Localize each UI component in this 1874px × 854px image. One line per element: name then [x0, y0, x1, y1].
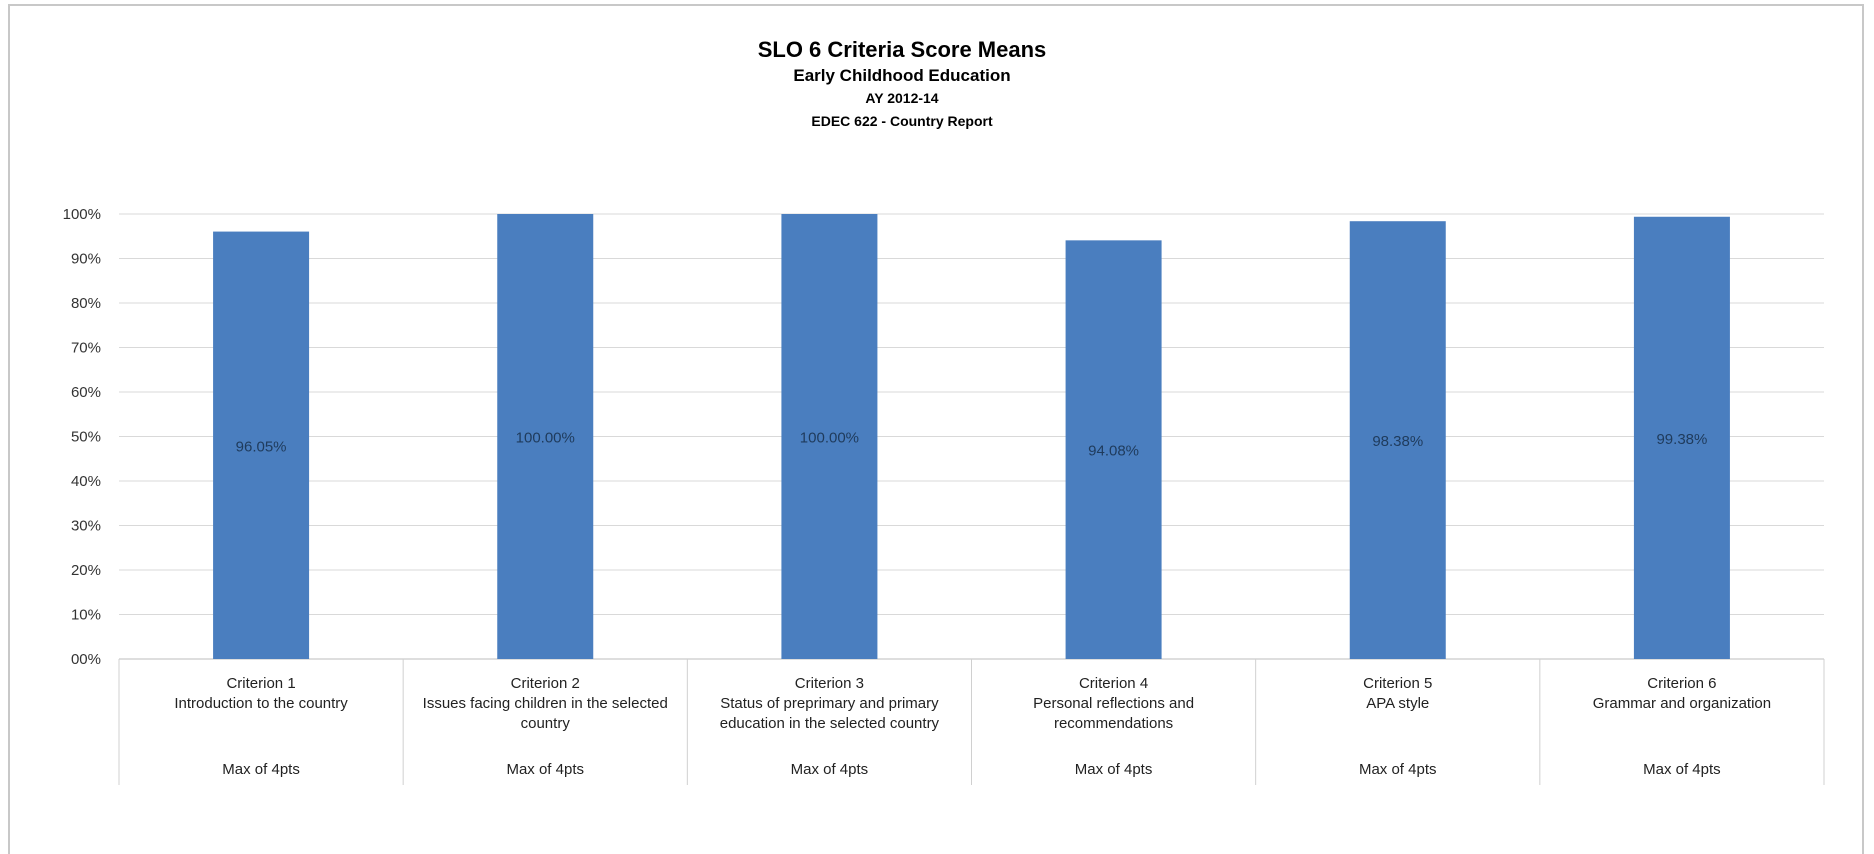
y-tick-label: 40%: [71, 473, 101, 490]
category-description: Grammar and organization: [1592, 695, 1772, 712]
category-criterion: Criterion 3: [794, 675, 864, 692]
category-description: Introduction to the country: [174, 695, 348, 712]
bar: [781, 214, 878, 659]
bar: [497, 214, 594, 659]
category-label: Criterion 5 APA style Max of 4pts: [1262, 674, 1534, 794]
chart-frame: [8, 4, 1864, 854]
category-criterion: Criterion 2: [510, 675, 580, 692]
y-tick-label: 30%: [71, 518, 101, 535]
category-label: Criterion 4 Personal reflections and reco…: [978, 674, 1250, 794]
category-label: Criterion 2 Issues facing children in the…: [409, 674, 681, 794]
bar: [1349, 221, 1446, 660]
category-max-points: Max of 4pts: [506, 761, 584, 778]
data-label: 99.38%: [1656, 431, 1707, 448]
chart-subtitle-course: EDEC 622 - Country Report: [811, 113, 993, 129]
y-tick-label: 50%: [71, 429, 101, 446]
category-max-points: Max of 4pts: [790, 761, 869, 778]
category-label: Criterion 6 Grammar and organization Max o…: [1546, 674, 1818, 794]
category-criterion: Criterion 5: [1363, 675, 1433, 692]
y-tick-label: 60%: [71, 384, 101, 401]
data-label: 100.00%: [516, 430, 575, 447]
chart-subtitle-program: Early Childhood Education: [793, 66, 1011, 85]
chart-subtitle-year: AY 2012-14: [865, 90, 939, 106]
data-label: 96.05%: [236, 438, 287, 455]
category-max-points: Max of 4pts: [1643, 761, 1721, 778]
data-label: 100.00%: [800, 430, 859, 447]
category-criterion: Criterion 1: [226, 675, 296, 692]
category-description: Issues facing children in the selected c…: [422, 695, 668, 732]
bar: [213, 231, 310, 659]
bar: [1633, 216, 1730, 659]
chart-titles: SLO 6 Criteria Score Means Early Childho…: [0, 36, 1874, 133]
category-description: Status of preprimary and primary educati…: [719, 695, 940, 732]
chart-title: SLO 6 Criteria Score Means: [757, 37, 1047, 62]
category-max-points: Max of 4pts: [1074, 761, 1153, 778]
category-description: Personal reflections and recommendations: [1033, 695, 1195, 732]
y-tick-label: 100%: [63, 206, 101, 223]
y-tick-label: 00%: [71, 651, 101, 668]
y-tick-label: 70%: [71, 340, 101, 357]
y-tick-label: 20%: [71, 562, 101, 579]
y-tick-label: 80%: [71, 295, 101, 312]
data-label: 98.38%: [1372, 433, 1423, 450]
category-max-points: Max of 4pts: [222, 761, 300, 778]
category-description: APA style: [1366, 695, 1430, 712]
category-label: Criterion 3 Status of preprimary and prim…: [693, 674, 965, 794]
category-criterion: Criterion 6: [1647, 675, 1717, 692]
y-tick-label: 90%: [71, 251, 101, 268]
y-tick-label: 10%: [71, 607, 101, 624]
bar: [1065, 240, 1162, 659]
category-label: Criterion 1 Introduction to the country Ma…: [125, 674, 397, 794]
data-label: 94.08%: [1088, 443, 1139, 460]
category-criterion: Criterion 4: [1078, 675, 1149, 692]
category-max-points: Max of 4pts: [1358, 761, 1437, 778]
